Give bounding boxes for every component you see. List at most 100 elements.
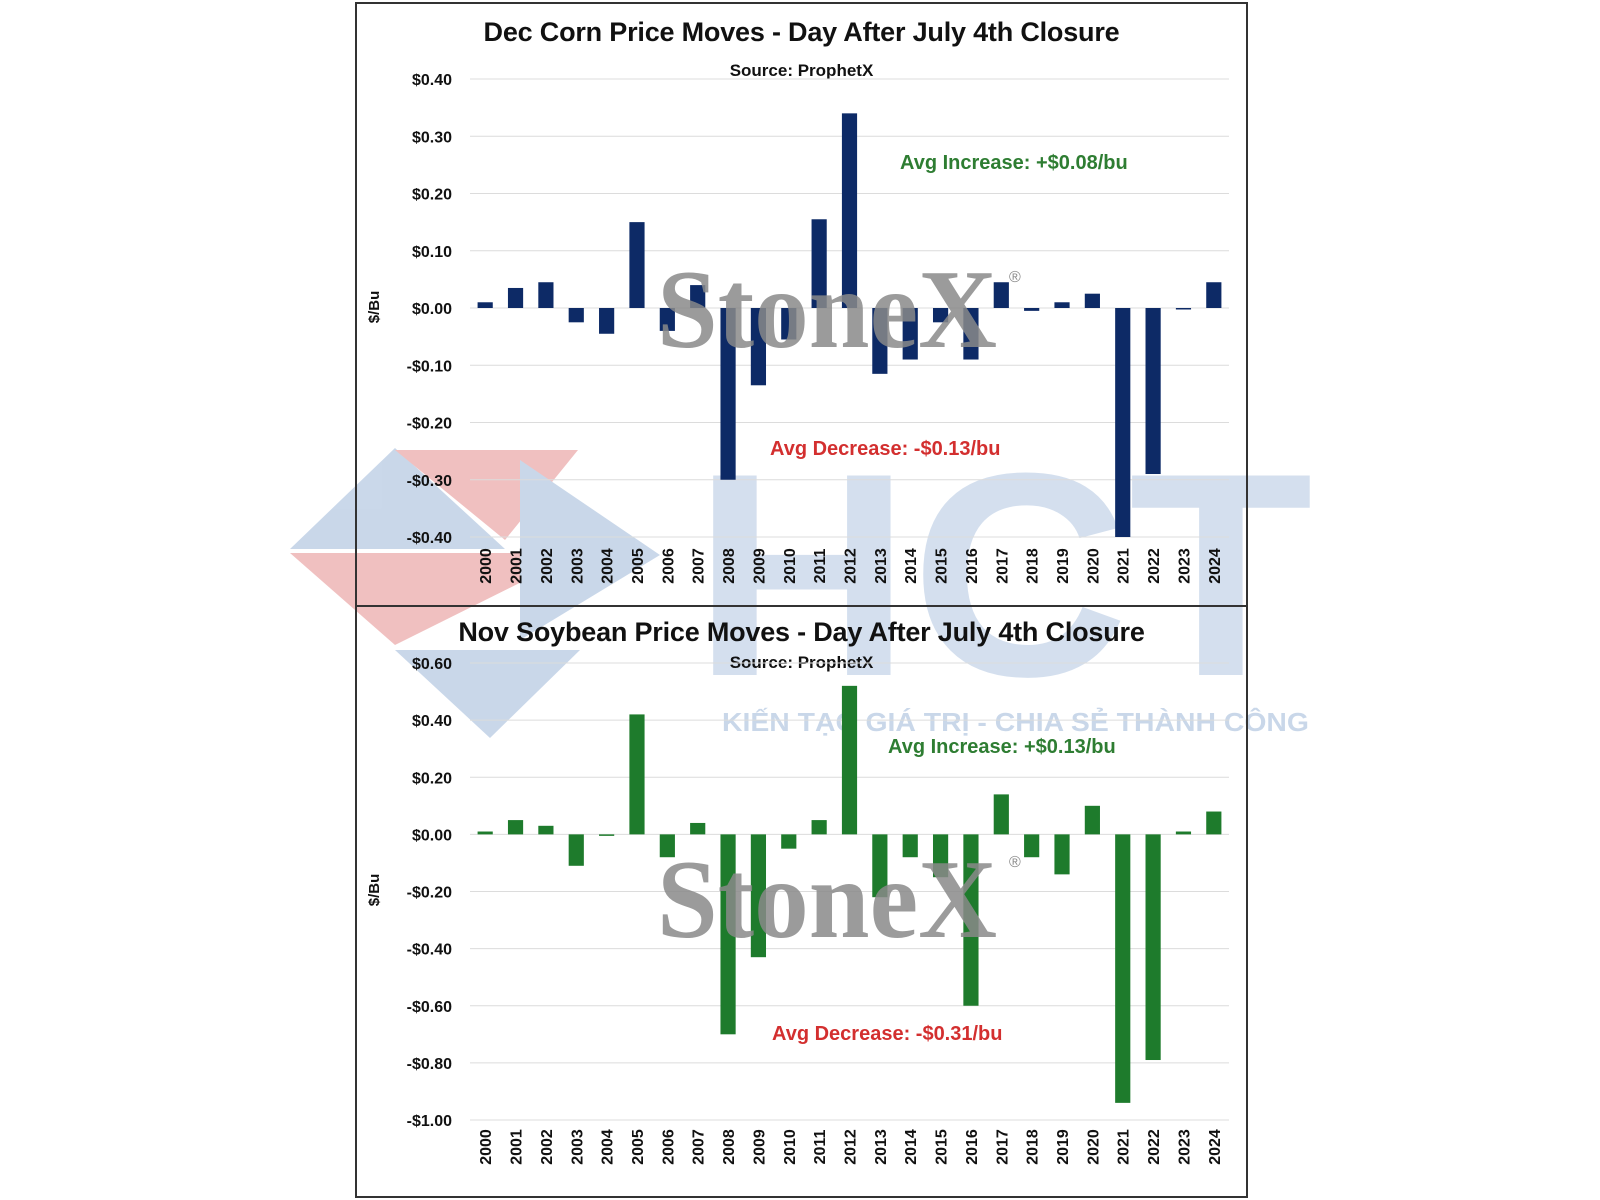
x-tick-label: 2012 [843,1129,860,1165]
x-tick-label: 2001 [509,548,526,584]
y-tick-label: $0.60 [412,656,452,673]
bar-2003 [568,308,584,323]
bar-2024 [1206,811,1222,835]
bar-2009 [750,834,767,958]
x-tick-label: 2011 [812,1130,829,1165]
stonex-watermark: StoneX [657,838,997,962]
x-tick-label: 2020 [1085,548,1102,584]
bar-2016 [963,308,979,360]
x-tick-label: 2017 [994,1129,1011,1165]
x-tick-label: 2008 [721,1129,738,1165]
x-tick-label: 2010 [782,548,799,584]
x-tick-label: 2000 [478,1129,495,1165]
bar-2022 [1145,834,1161,1061]
bar-2012 [841,685,858,835]
stonex-registered-mark: ® [1009,269,1021,286]
bar-2005 [629,222,645,308]
x-tick-label: 2021 [1116,548,1133,584]
x-tick-label: 2003 [569,548,586,584]
x-tick-label: 2002 [539,548,556,584]
x-tick-label: 2006 [660,548,677,584]
bar-2010 [781,834,797,849]
x-tick-label: 2003 [569,1129,586,1165]
bar-2019 [1054,302,1070,308]
bar-2017 [993,794,1009,835]
soybean-chart-panel: Nov Soybean Price Moves - Day After July… [357,605,1246,1198]
bar-2016 [963,834,979,1006]
x-tick-label: 2015 [934,548,951,584]
stonex-watermark: StoneX [657,248,997,372]
y-tick-label: -$0.60 [407,999,452,1016]
soybean-bar-chart: $0.60 $0.40 $0.20 $0.00 -$0.20 -$0.40 -$0.60 -$… [366,656,1229,1165]
x-tick-label: 2014 [903,1129,920,1165]
y-axis-title: $/Bu [366,291,383,324]
bar-2023 [1175,831,1192,835]
y-tick-label: $0.20 [412,187,452,204]
y-tick-label: -$0.10 [407,358,452,375]
corn-bar-chart: $0.40 $0.30 $0.20 $0.10 $0.00 -$0.10 -$0.20 -$0… [366,72,1229,584]
corn-chart-panel: Dec Corn Price Moves - Day After July 4t… [357,4,1246,605]
x-tick-label: 2018 [1025,1129,1042,1165]
bar-2007 [690,822,706,835]
y-tick-label: $0.10 [412,244,452,261]
x-tick-label: 2017 [994,548,1011,584]
bar-2013 [872,308,888,374]
x-tick-label: 2009 [751,1129,768,1165]
x-tick-label: 2012 [843,548,860,584]
avg-decrease-annotation: Avg Decrease: -$0.31/bu [772,1023,1002,1045]
bar-2009 [750,308,767,386]
charts-frame: Dec Corn Price Moves - Day After July 4t… [355,2,1248,1198]
bar-2018 [1024,834,1040,858]
x-tick-label: 2023 [1176,1129,1193,1165]
bar-2014 [902,834,918,858]
bar-2003 [568,834,584,866]
bar-2007 [690,285,706,308]
x-tick-label: 2001 [509,1129,526,1165]
y-tick-label: $0.30 [412,129,452,146]
x-tick-label: 2024 [1207,1129,1224,1165]
x-tick-label: 2007 [691,548,708,584]
x-tick-label: 2000 [478,548,495,584]
y-tick-label: -$0.20 [407,885,452,902]
y-tick-label: $0.00 [412,301,452,318]
x-tick-label: 2004 [600,548,617,584]
y-tick-label: -$0.40 [407,530,452,547]
x-tick-label: 2022 [1146,548,1163,584]
bar-2023 [1175,308,1192,310]
avg-decrease-annotation: Avg Decrease: -$0.13/bu [770,438,1000,460]
x-tick-label: 2015 [934,1129,951,1165]
x-tick-label: 2004 [600,1129,617,1165]
x-tick-label: 2006 [660,1129,677,1165]
x-tick-label: 2018 [1025,548,1042,584]
x-tick-label: 2024 [1207,548,1224,584]
bar-2021 [1115,308,1131,537]
y-tick-label: $0.00 [412,827,452,844]
bar-2008 [720,308,736,480]
y-tick-label: $0.40 [412,72,452,89]
bar-2020 [1084,805,1100,835]
chart-source: Source: ProphetX [729,61,874,80]
y-tick-label: -$0.20 [407,416,452,433]
bar-2021 [1115,834,1131,1103]
x-tick-label: 2009 [751,548,768,584]
y-tick-label: $0.40 [412,713,452,730]
bar-2013 [872,834,888,898]
x-tick-label: 2005 [630,548,647,584]
bar-2022 [1145,308,1161,475]
x-tick-label: 2005 [630,1129,647,1165]
y-tick-label: -$0.30 [407,473,452,490]
x-tick-label: 2023 [1176,548,1193,584]
x-tick-label: 2014 [903,548,920,584]
bar-2000 [477,831,493,835]
x-tick-label: 2013 [873,1129,890,1165]
x-tick-label: 2011 [812,549,829,584]
stonex-registered-mark: ® [1009,854,1021,871]
avg-increase-annotation: Avg Increase: +$0.13/bu [888,736,1116,758]
x-tick-label: 2007 [691,1129,708,1165]
bar-2004 [599,308,615,334]
bar-2010 [781,308,797,340]
bar-2012 [841,113,858,308]
chart-title: Nov Soybean Price Moves - Day After July… [458,617,1145,647]
x-tick-label: 2022 [1146,1129,1163,1165]
x-tick-label: 2020 [1085,1129,1102,1165]
